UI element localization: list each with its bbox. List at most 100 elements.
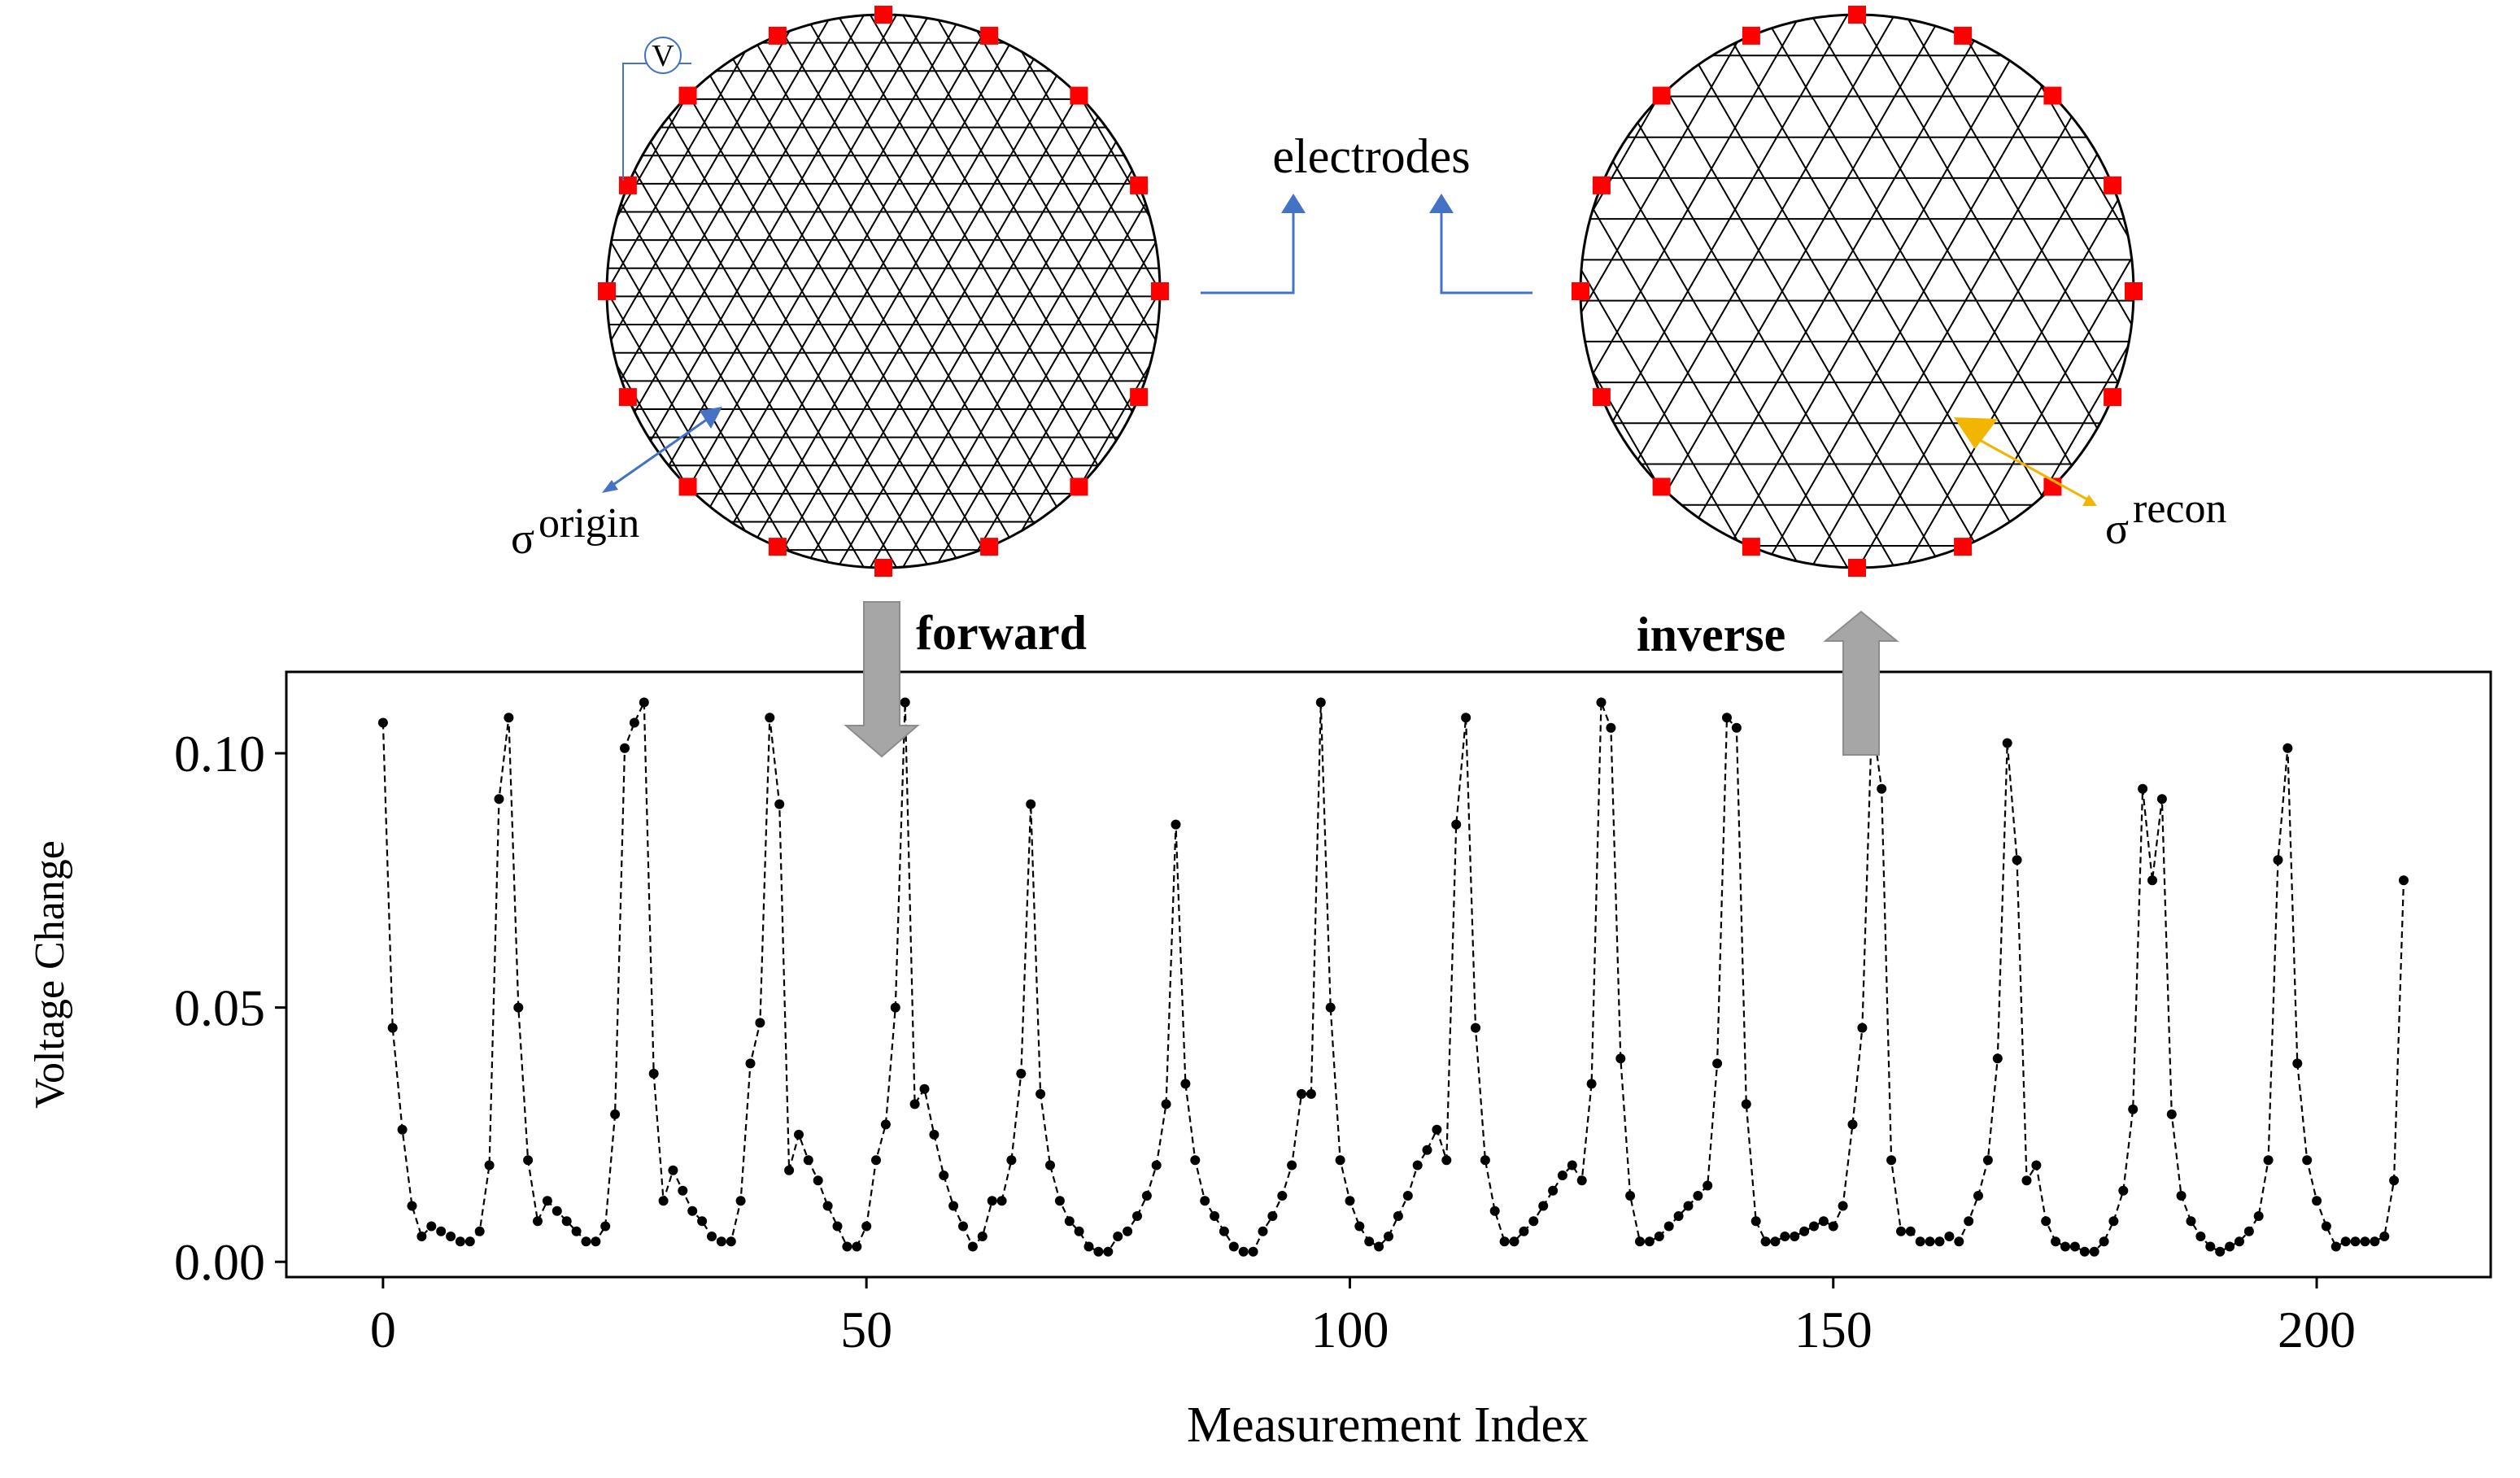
recon-mesh-edge bbox=[1580, 15, 1982, 568]
origin-mesh-edge bbox=[0, 0, 542, 799]
origin-electrode bbox=[768, 538, 787, 556]
recon-mesh-edge bbox=[1580, 15, 2029, 568]
recon-mesh-edge bbox=[1819, 15, 2134, 568]
recon-mesh-edge bbox=[2197, 0, 2520, 799]
recon-mesh-edge bbox=[2291, 0, 2520, 799]
origin-electrode bbox=[768, 26, 787, 45]
x-tick-label: 50 bbox=[840, 1301, 892, 1358]
data-point bbox=[387, 1022, 398, 1033]
data-point bbox=[2176, 1191, 2186, 1201]
origin-mesh-edge bbox=[0, 0, 542, 799]
recon-electrode bbox=[1652, 477, 1671, 496]
origin-electrode bbox=[1070, 86, 1088, 105]
data-point bbox=[2099, 1236, 2109, 1247]
voltmeter-symbol: V bbox=[652, 39, 674, 73]
data-point bbox=[1238, 1246, 1249, 1257]
data-point bbox=[2012, 855, 2022, 865]
data-point bbox=[2282, 743, 2293, 753]
recon-mesh-edge bbox=[2339, 0, 2520, 799]
data-point bbox=[1074, 1226, 1084, 1236]
data-point bbox=[1297, 1088, 1306, 1099]
data-point bbox=[1644, 1236, 1655, 1247]
data-point bbox=[794, 1129, 804, 1140]
origin-mesh-edge bbox=[834, 15, 1160, 568]
origin-mesh-edge bbox=[736, 15, 1160, 568]
data-point bbox=[474, 1226, 485, 1236]
inverse-label: inverse bbox=[1637, 608, 1785, 661]
origin-electrode bbox=[598, 282, 616, 300]
data-point bbox=[1586, 1079, 1597, 1089]
data-point bbox=[1306, 1088, 1316, 1099]
data-point bbox=[1287, 1160, 1297, 1171]
recon-mesh-edge bbox=[2150, 0, 2520, 799]
data-point bbox=[1335, 1155, 1345, 1166]
data-point bbox=[1809, 1221, 1819, 1232]
origin-mesh-edge bbox=[0, 0, 509, 799]
data-point bbox=[533, 1216, 543, 1227]
data-point bbox=[2051, 1236, 2061, 1247]
data-point bbox=[2147, 875, 2157, 886]
data-point bbox=[919, 1083, 930, 1094]
data-point bbox=[639, 697, 649, 708]
recon-mesh-edge bbox=[2150, 0, 2520, 799]
origin-electrode bbox=[980, 26, 999, 45]
data-point bbox=[2186, 1216, 2196, 1227]
data-point bbox=[1393, 1211, 1403, 1221]
data-point bbox=[1838, 1201, 1848, 1211]
data-point bbox=[716, 1236, 726, 1247]
data-point bbox=[1277, 1191, 1288, 1201]
data-point bbox=[1964, 1216, 1974, 1227]
data-point bbox=[1499, 1236, 1510, 1247]
data-point bbox=[1992, 1053, 2003, 1064]
data-point bbox=[1412, 1160, 1423, 1171]
data-point bbox=[755, 1018, 765, 1028]
origin-mesh-edge bbox=[607, 15, 1128, 568]
data-point bbox=[1673, 1211, 1684, 1221]
data-point bbox=[523, 1155, 534, 1166]
origin-electrode bbox=[678, 477, 697, 496]
data-point bbox=[2118, 1185, 2129, 1196]
data-point bbox=[2302, 1155, 2313, 1166]
recon-mesh-edge bbox=[1677, 15, 2134, 568]
data-point bbox=[1973, 1191, 1983, 1201]
recon-mesh-edge bbox=[1583, 15, 2134, 568]
data-point bbox=[822, 1201, 833, 1211]
voltmeter-icon bbox=[644, 37, 682, 74]
recon-mesh-edge bbox=[1580, 15, 1651, 568]
data-point bbox=[2128, 1104, 2139, 1114]
data-point bbox=[2292, 1058, 2303, 1069]
data-point bbox=[1219, 1226, 1229, 1236]
origin-mesh-edge bbox=[801, 15, 1160, 568]
plot-frame bbox=[285, 670, 2492, 1279]
data-point bbox=[2089, 1246, 2099, 1257]
origin-mesh-edge bbox=[607, 15, 1031, 568]
recon-mesh-edge bbox=[2197, 0, 2520, 799]
electrodes-arrow-left bbox=[1281, 194, 1306, 213]
data-point bbox=[1799, 1226, 1810, 1236]
data-point bbox=[2215, 1246, 2226, 1257]
x-tick-label: 200 bbox=[2278, 1301, 2356, 1358]
data-point bbox=[1567, 1160, 1577, 1171]
origin-mesh-edge bbox=[607, 15, 673, 568]
data-point bbox=[871, 1155, 881, 1166]
data-point bbox=[697, 1216, 708, 1227]
recon-electrode bbox=[2125, 282, 2143, 300]
data-point bbox=[726, 1236, 736, 1247]
data-point bbox=[996, 1196, 1007, 1206]
data-point bbox=[1364, 1236, 1375, 1247]
data-point bbox=[1925, 1236, 1935, 1247]
recon-electrode bbox=[1742, 538, 1760, 556]
origin-electrode bbox=[678, 86, 697, 105]
origin-mesh-edge bbox=[639, 15, 1160, 568]
data-point bbox=[1354, 1221, 1365, 1232]
data-point bbox=[648, 1068, 659, 1079]
origin-mesh-edge bbox=[769, 15, 1160, 568]
data-point bbox=[494, 794, 504, 804]
series-line bbox=[381, 702, 2405, 1253]
recon-element-marker bbox=[1954, 417, 1998, 449]
data-point bbox=[1857, 1022, 1868, 1033]
origin-electrode bbox=[1070, 477, 1088, 496]
origin-electrode bbox=[874, 559, 892, 577]
data-point bbox=[2041, 1216, 2051, 1227]
